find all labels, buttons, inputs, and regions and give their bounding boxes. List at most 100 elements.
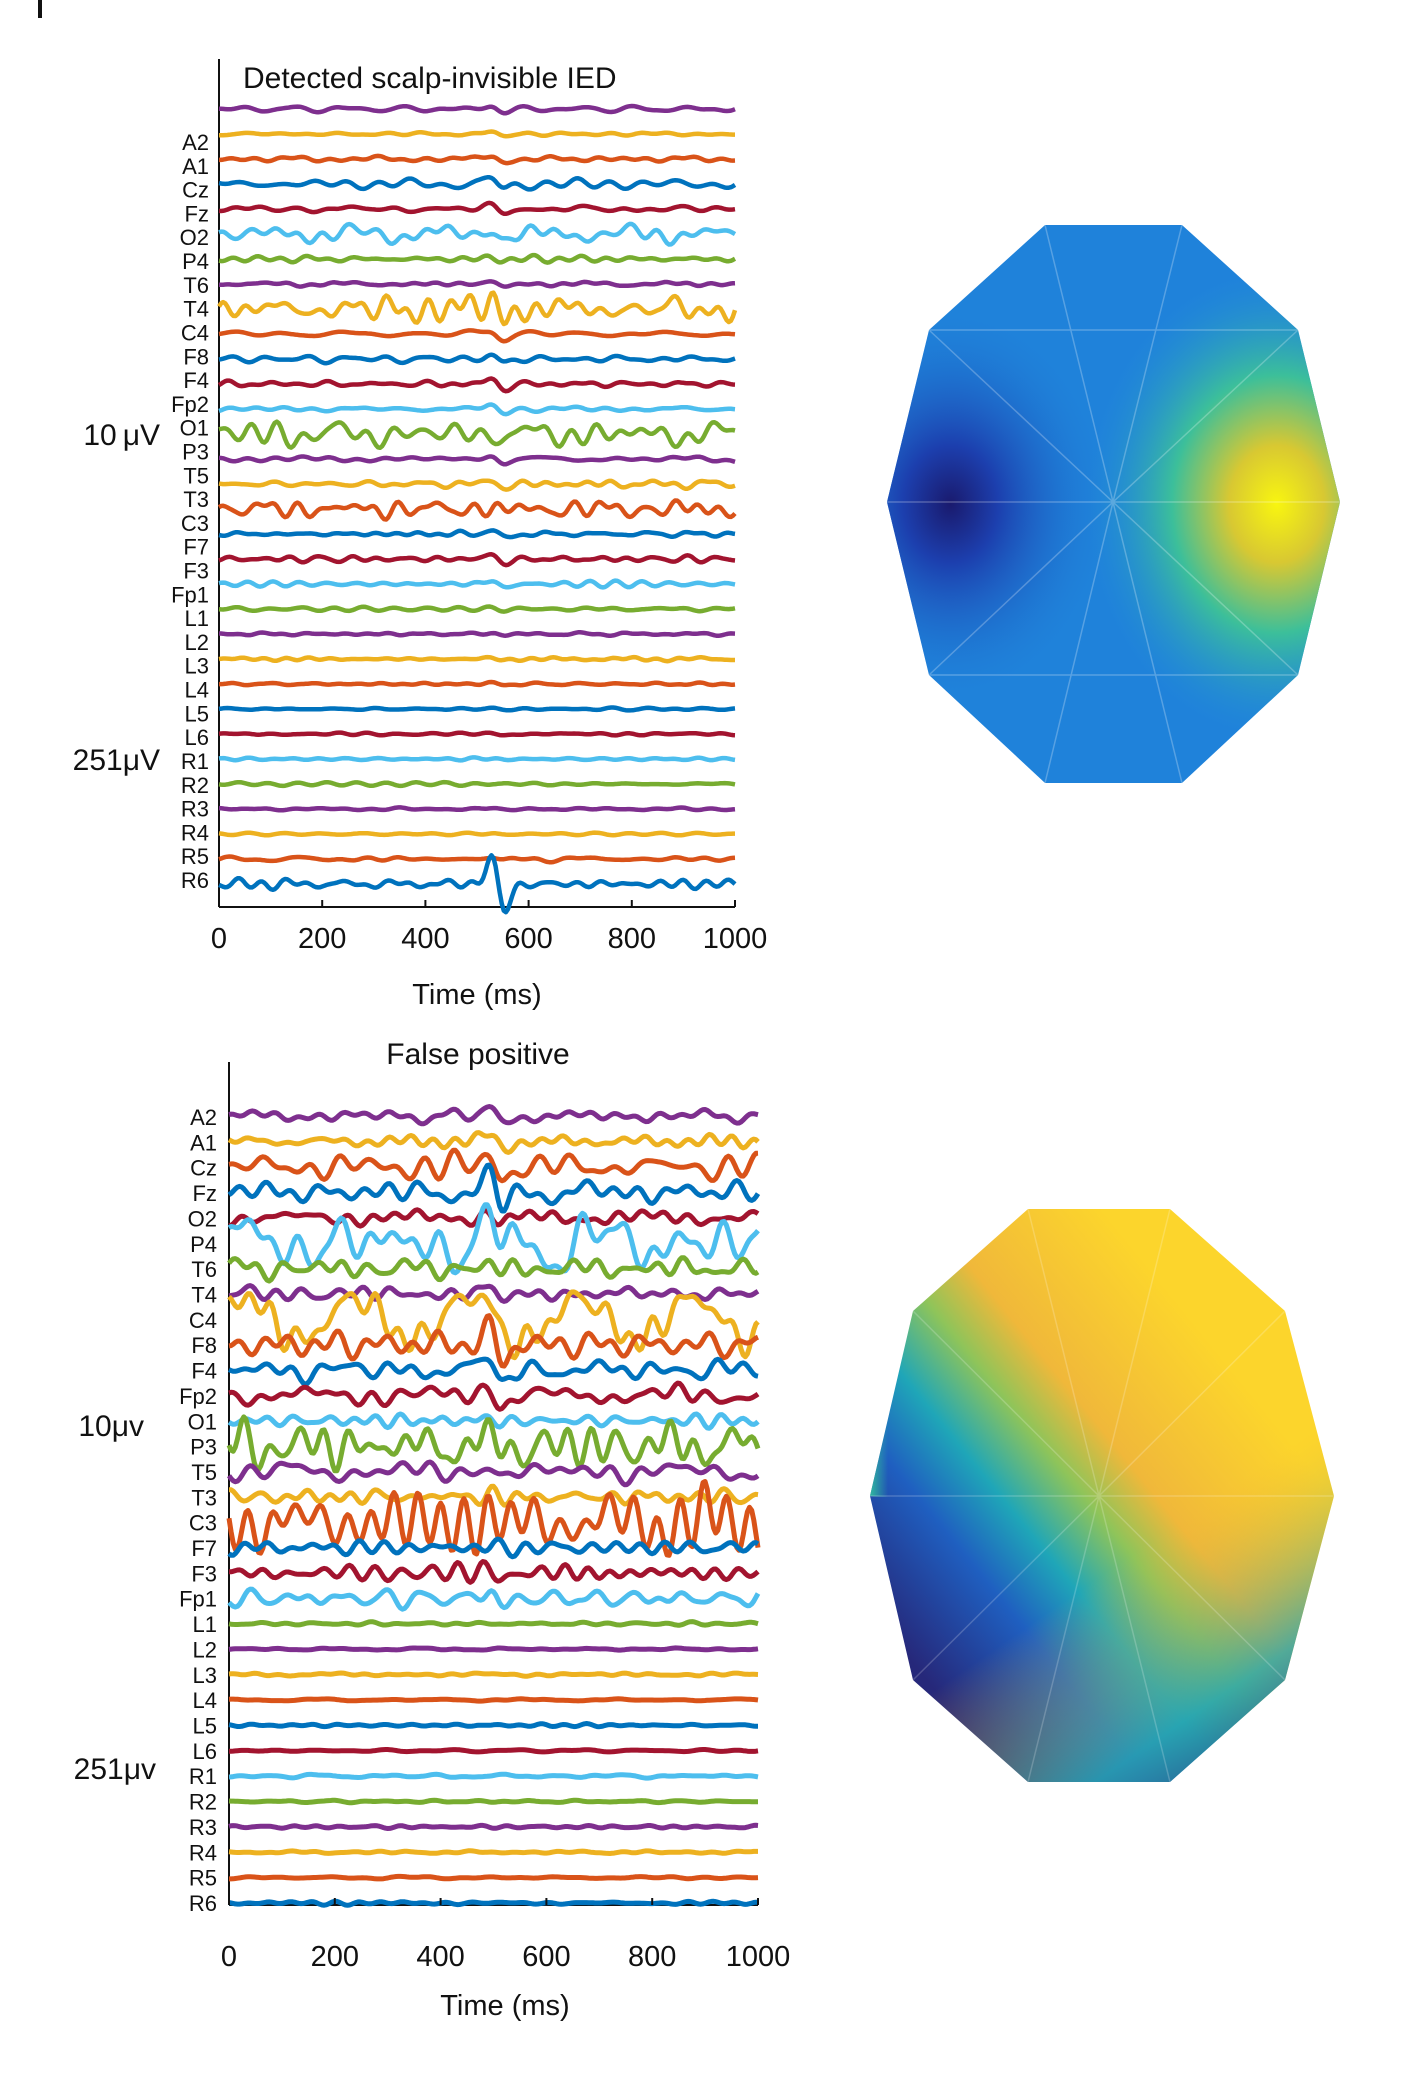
channel-label: R6 [189,1891,217,1916]
trace-l6 [228,1747,759,1755]
channel-label: R2 [189,1790,217,1815]
panel-marker [38,0,42,18]
trace-a2 [228,1104,759,1127]
channel-label: L6 [193,1739,217,1764]
trace-p4 [218,221,737,247]
channel-label: T4 [191,1282,217,1307]
trace-cz [218,153,736,166]
x-tick-label: 800 [628,1941,676,1973]
trace-a1 [227,1130,760,1155]
channel-label: R3 [181,797,209,822]
channel-label: T3 [183,487,209,512]
trace-r1 [218,755,736,763]
channel-label: C4 [181,320,209,345]
channel-label: O2 [180,225,209,250]
x-tick-label: 0 [211,923,227,955]
scale-label-intracranial: 251μv [74,1753,156,1786]
trace-r6 [218,853,737,915]
trace-r2 [228,1797,759,1806]
trace-a1 [218,129,736,139]
scale-label-scalp: 10μv [78,1410,144,1443]
scale-label-intracranial: 251μV [73,744,160,777]
channel-label: R4 [181,820,209,845]
topomap-false-positive [870,1208,1334,1783]
channel-label: T5 [191,1460,217,1485]
channel-label: T3 [191,1485,217,1510]
channel-label: Fp1 [179,1587,217,1612]
panel-detected-ied: Detected scalp-invisible IED 10 μV 251μV… [73,59,768,1011]
trace-o2 [218,200,736,217]
trace-r1 [228,1771,759,1781]
trace-f7 [218,528,736,540]
x-tick-label: 400 [416,1941,464,1973]
scale-label-scalp: 10 μV [83,419,160,452]
chart-title: Detected scalp-invisible IED [243,62,617,95]
trace-t5 [218,454,736,467]
trace-p3 [226,1414,761,1474]
trace-l4 [218,679,736,688]
trace-t4 [228,1283,760,1304]
trace-fz [227,1162,761,1214]
trace-f4 [227,1356,759,1387]
channel-label: F8 [183,344,209,369]
channel-label: T4 [183,297,209,322]
channel-label: L4 [185,678,209,703]
trace-r3 [228,1822,759,1831]
trace-fp1 [227,1586,761,1612]
trace-f3 [218,552,736,568]
x-tick-label: 1000 [703,923,768,955]
x-tick-label: 800 [608,923,656,955]
channel-label: O1 [188,1409,217,1434]
channel-label: L6 [185,725,209,750]
trace-r5 [218,854,736,865]
channel-label: T6 [191,1257,217,1282]
trace-r3 [218,805,736,813]
channel-label: R5 [189,1866,217,1891]
x-tick-label: 600 [522,1941,570,1973]
channel-label: A2 [190,1105,217,1130]
trace-l3 [218,654,736,664]
channel-label: R5 [181,844,209,869]
trace-f8 [228,1313,759,1369]
trace-fp1 [218,578,736,590]
trace-c3 [217,498,737,522]
trace-f7 [227,1536,760,1560]
trace-r5 [228,1873,759,1882]
trace-t3 [218,478,736,492]
channel-label: L1 [193,1612,217,1637]
trace-fp2 [217,376,736,394]
trace-t6 [227,1255,760,1284]
trace-l2 [228,1645,759,1653]
trace-l1 [228,1619,759,1628]
channel-label: C4 [189,1308,217,1333]
trace-t3 [228,1483,759,1508]
channel-label: R1 [189,1764,217,1789]
trace-l4 [228,1696,759,1704]
trace-t5 [226,1459,760,1488]
channel-label: R1 [181,749,209,774]
channel-label: Fp1 [171,582,209,607]
channel-label: F8 [191,1333,217,1358]
trace-f4 [218,352,736,366]
channel-label: Fz [193,1181,217,1206]
trace-o1 [218,402,736,417]
trace-t4 [218,279,736,289]
channel-label: F3 [191,1561,217,1586]
channel-label: F7 [183,535,209,560]
channel-label: C3 [189,1511,217,1536]
trace-fp2 [228,1380,760,1412]
trace-r6 [228,1898,759,1908]
channel-label: F4 [191,1359,217,1384]
channel-label: R2 [181,773,209,798]
channel-label: A1 [190,1130,217,1155]
channel-label: Cz [182,178,209,203]
trace-f8 [218,328,736,344]
trace-c4 [227,1289,760,1361]
trace-r4 [228,1848,759,1856]
channel-label: R4 [189,1840,217,1865]
channel-label: P4 [190,1232,217,1257]
channel-label: F7 [191,1536,217,1561]
channel-label: L4 [193,1688,217,1713]
panel-false-positive: False positive 10μv 251μv Time (ms) A2A1… [74,1038,791,2022]
